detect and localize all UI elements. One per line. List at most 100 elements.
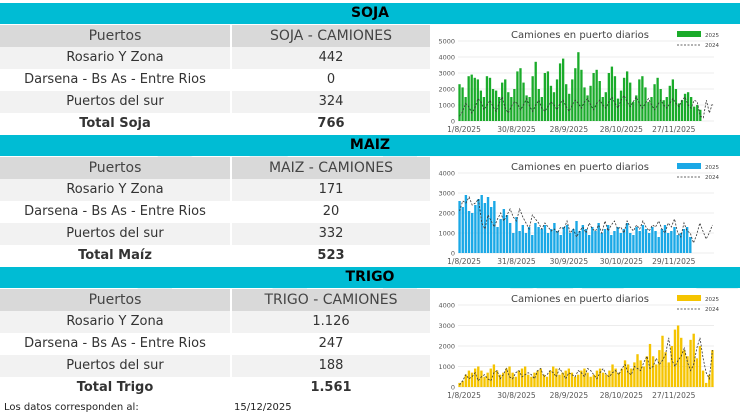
bar [518,231,521,253]
legend-label-2024: 2024 [705,175,719,181]
bar [586,372,589,387]
bar [632,101,635,121]
bar [555,368,558,387]
total-value: 1.561 [232,377,430,399]
bar [513,89,516,121]
table-row: Puertos del sur 324 [0,91,430,113]
bar [589,85,592,121]
bar [698,346,702,387]
bar [507,92,510,121]
bar [620,368,624,387]
bar [499,219,502,253]
bar [635,95,638,121]
footer-label: Los datos corresponden al: [4,402,139,413]
bar [470,74,473,121]
total-label: Total Maíz [0,245,230,267]
bar [537,227,540,253]
table-row: Rosario Y Zona 171 [0,179,430,201]
bar [467,211,471,253]
bar [683,350,686,387]
bar [686,356,689,387]
bar [617,372,620,387]
x-tick-label: 30/8/2025 [497,125,536,134]
table-row: Puertos del sur 332 [0,223,430,245]
y-tick-label: 1000 [438,363,455,371]
bar [486,372,489,387]
x-tick-label: 30/8/2025 [497,391,536,400]
bar [467,76,470,121]
bar [673,329,677,387]
x-tick-label: 29/11/2025 [652,257,695,266]
bar [701,370,705,387]
bar [555,79,559,121]
bar [516,71,519,121]
bar [645,356,649,387]
y-tick-label: 3000 [438,70,455,78]
bar [461,87,464,121]
y-tick-label: 0 [451,250,455,258]
bar [685,227,689,253]
bar [546,71,550,121]
bar [629,233,632,253]
bar [565,225,569,253]
trigo-title-band: TRIGO [0,267,740,288]
port-label: Darsena - Bs As - Entre Rios [0,201,230,223]
bar [461,380,464,387]
bar [606,225,610,253]
bar [655,364,658,387]
bar [604,92,607,121]
bar [467,370,471,387]
bar [613,231,616,253]
bar [653,84,656,121]
bar [492,364,496,387]
y-tick-label: 3000 [438,322,455,330]
bar [565,84,568,121]
bar [625,71,629,121]
bar [642,366,645,387]
y-tick-label: 4000 [438,170,455,178]
x-tick-label: 28/10/2025 [600,391,643,400]
bar [614,368,617,387]
port-label: Rosario Y Zona [0,179,230,201]
x-tick-label: 28/9/2025 [550,391,589,400]
truck-count: 171 [232,179,430,201]
bar [592,73,595,121]
bar [671,79,675,121]
bar [597,223,600,253]
bar [586,95,589,121]
bar [598,81,601,121]
bar [527,374,530,387]
bar [523,366,527,387]
bar [647,101,650,121]
bar [633,362,636,387]
bar [589,376,592,387]
bar [662,100,665,121]
bar [488,77,492,121]
bar [583,87,586,121]
bar [674,89,678,121]
col-header-ports: Puertos [0,25,230,47]
bar [493,201,496,253]
bar [561,372,564,387]
bar [515,217,518,253]
bar [689,237,692,253]
bar [603,229,607,253]
x-tick-label: 1/8/2025 [447,391,481,400]
bar [632,235,635,253]
bar [521,225,524,253]
bar [601,372,605,387]
bar [483,376,486,387]
bar [623,360,627,387]
bar [659,89,662,121]
bar [464,195,468,253]
bar [552,366,555,387]
bar [520,368,524,387]
bar [577,52,580,122]
bar [608,370,611,387]
x-tick-label: 27/11/2025 [652,391,695,400]
chart-title: Camiones en puerto diarios [511,162,649,173]
truck-count: 324 [232,91,430,113]
bar [501,82,504,121]
bar [665,97,668,121]
col-header-ports: Puertos [0,157,230,179]
